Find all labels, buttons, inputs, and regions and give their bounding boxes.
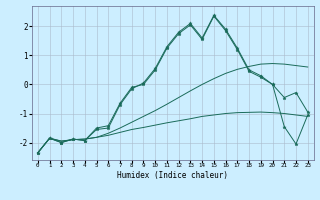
X-axis label: Humidex (Indice chaleur): Humidex (Indice chaleur) — [117, 171, 228, 180]
